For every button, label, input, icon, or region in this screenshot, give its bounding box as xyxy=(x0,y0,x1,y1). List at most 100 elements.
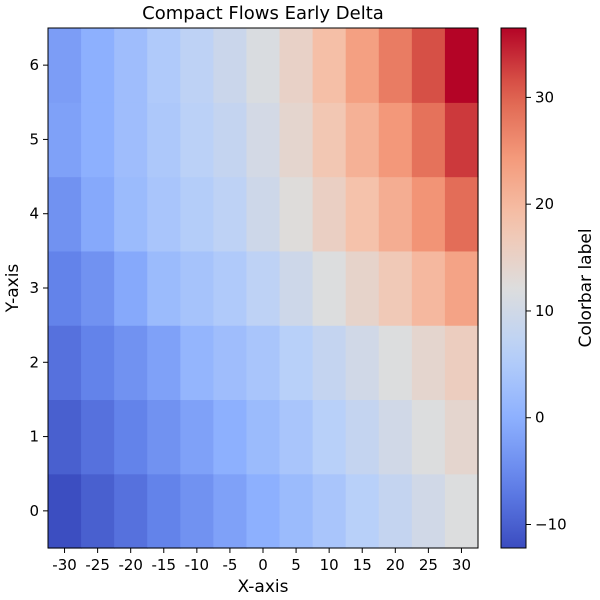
heatmap-cell xyxy=(81,28,115,103)
y-tick-label: 0 xyxy=(29,502,39,520)
x-tick-label: -25 xyxy=(85,556,110,574)
heatmap-cell xyxy=(345,176,380,252)
heatmap-cell xyxy=(114,473,148,549)
heatmap-cell xyxy=(444,176,479,252)
heatmap-cell xyxy=(81,250,115,326)
heatmap-cell xyxy=(312,325,347,401)
heatmap-cell xyxy=(444,102,479,178)
heatmap-cell xyxy=(411,325,446,401)
heatmap-cell xyxy=(279,473,314,549)
heatmap-cell xyxy=(246,176,281,252)
heatmap-cell xyxy=(213,325,248,401)
heatmap-cell xyxy=(213,176,248,252)
heatmap-cell xyxy=(147,102,181,178)
heatmap-cell xyxy=(345,250,380,326)
x-tick-label: 15 xyxy=(353,556,372,574)
colorbar-tick-label: 10 xyxy=(535,302,554,320)
heatmap-cell xyxy=(279,176,314,252)
heatmap-cell xyxy=(147,399,181,475)
heatmap-cell xyxy=(444,325,479,401)
x-tick-label: 10 xyxy=(320,556,339,574)
heatmap-cell xyxy=(213,473,248,549)
y-tick-label: 3 xyxy=(29,279,39,297)
x-tick-label: 20 xyxy=(386,556,405,574)
heatmap-cell xyxy=(114,176,148,252)
heatmap-cell xyxy=(378,325,413,401)
heatmap-cell xyxy=(147,473,181,549)
heatmap-cell xyxy=(312,250,347,326)
x-tick-label: -5 xyxy=(222,556,237,574)
heatmap-cell xyxy=(48,325,82,401)
heatmap-cell xyxy=(378,176,413,252)
heatmap-cell xyxy=(279,325,314,401)
y-axis-ticks: 0 1 2 3 4 5 6 xyxy=(29,56,48,520)
heatmap-cell xyxy=(48,28,82,103)
heatmap-cell xyxy=(246,399,281,475)
heatmap-cell xyxy=(48,176,82,252)
heatmap-cell xyxy=(312,176,347,252)
x-axis-label: X-axis xyxy=(238,577,289,597)
heatmap-cell xyxy=(411,473,446,549)
heatmap-cell xyxy=(279,399,314,475)
heatmap-cell xyxy=(147,176,181,252)
heatmap-cell xyxy=(246,250,281,326)
heatmap-cell xyxy=(81,102,115,178)
heatmap-cell xyxy=(246,325,281,401)
heatmap-cell xyxy=(246,28,281,103)
heatmap-cell xyxy=(444,28,479,103)
heatmap-cell xyxy=(81,473,115,549)
heatmap-cell xyxy=(378,102,413,178)
heatmap-cell xyxy=(48,399,82,475)
heatmap-cell xyxy=(48,102,82,178)
heatmap-cell xyxy=(180,176,214,252)
heatmap-cell xyxy=(114,325,148,401)
heatmap-cell xyxy=(378,473,413,549)
heatmap-cell xyxy=(312,102,347,178)
colorbar-label: Colorbar label xyxy=(576,228,596,347)
heatmap-cell xyxy=(444,399,479,475)
heatmap-cell xyxy=(444,250,479,326)
colorbar-tick-label: 30 xyxy=(535,88,554,106)
y-tick-label: 2 xyxy=(29,353,39,371)
heatmap-cell xyxy=(345,325,380,401)
heatmap-cell xyxy=(213,28,248,103)
x-tick-label: 30 xyxy=(452,556,471,574)
chart-title: Compact Flows Early Delta xyxy=(142,3,384,24)
x-tick-label: 0 xyxy=(258,556,268,574)
heatmap-cell xyxy=(246,473,281,549)
heatmap-cell xyxy=(147,325,181,401)
heatmap-cell xyxy=(114,28,148,103)
heatmap-cell xyxy=(114,399,148,475)
heatmap-cell xyxy=(81,176,115,252)
heatmap-cell xyxy=(345,399,380,475)
heatmap-cell xyxy=(147,250,181,326)
heatmap-cell xyxy=(180,102,214,178)
heatmap-cell xyxy=(147,28,181,103)
x-tick-label: 5 xyxy=(291,556,301,574)
y-tick-label: 1 xyxy=(29,428,39,446)
heatmap-cell xyxy=(180,28,214,103)
heatmap-cell xyxy=(378,399,413,475)
colorbar-ticks: −10 0 10 20 30 xyxy=(526,88,567,534)
heatmap-cell xyxy=(345,473,380,549)
heatmap-cell xyxy=(114,250,148,326)
heatmap-cell xyxy=(312,28,347,103)
y-axis-label: Y-axis xyxy=(3,264,23,314)
heatmap-cell xyxy=(444,473,479,549)
heatmap-cell xyxy=(411,176,446,252)
heatmap-cell xyxy=(378,28,413,103)
heatmap-cell xyxy=(345,28,380,103)
y-tick-label: 5 xyxy=(29,130,39,148)
y-tick-label: 4 xyxy=(29,205,39,223)
y-tick-label: 6 xyxy=(29,56,39,74)
x-axis-ticks: -30 -25 -20 -15 -10 -5 0 5 10 15 20 25 30 xyxy=(52,548,471,574)
heatmap-cells xyxy=(48,28,479,549)
heatmap-cell xyxy=(213,399,248,475)
colorbar-tick-label: 0 xyxy=(535,409,545,427)
heatmap-cell xyxy=(378,250,413,326)
heatmap-cell xyxy=(48,473,82,549)
heatmap-cell xyxy=(213,102,248,178)
heatmap-cell xyxy=(180,325,214,401)
heatmap-cell xyxy=(411,250,446,326)
